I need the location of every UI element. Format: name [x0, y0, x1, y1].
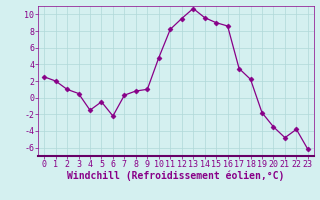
- X-axis label: Windchill (Refroidissement éolien,°C): Windchill (Refroidissement éolien,°C): [67, 171, 285, 181]
